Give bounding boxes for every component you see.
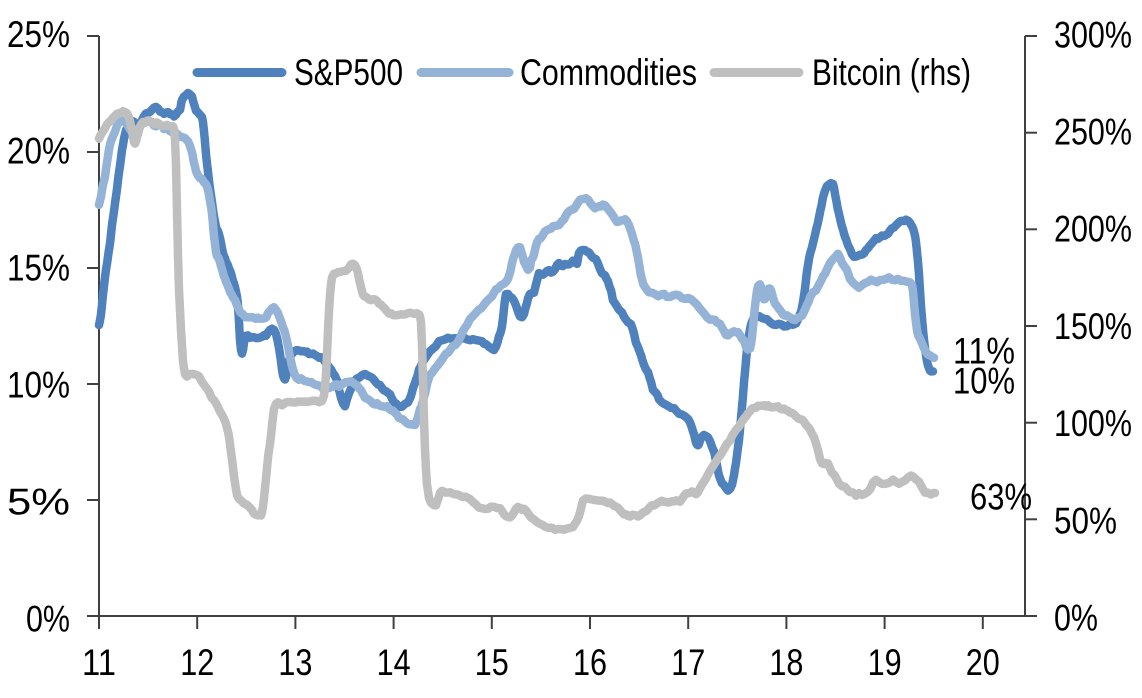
svg-text:11%: 11% [953, 331, 1015, 372]
svg-text:10%: 10% [953, 361, 1015, 402]
svg-text:12: 12 [180, 642, 214, 683]
svg-text:13: 13 [278, 642, 312, 683]
svg-text:25%: 25% [7, 14, 70, 55]
svg-text:19: 19 [868, 642, 902, 683]
svg-text:63%: 63% [970, 477, 1032, 518]
svg-text:50%: 50% [1054, 500, 1117, 541]
svg-text:0%: 0% [1054, 598, 1098, 639]
svg-text:300%: 300% [1054, 14, 1132, 55]
svg-text:150%: 150% [1054, 306, 1132, 347]
svg-text:18: 18 [769, 642, 803, 683]
svg-text:250%: 250% [1054, 112, 1132, 153]
svg-text:5%: 5% [7, 481, 70, 522]
svg-text:15%: 15% [7, 248, 70, 289]
svg-text:Bitcoin (rhs): Bitcoin (rhs) [812, 52, 971, 93]
svg-text:15: 15 [475, 642, 509, 683]
svg-text:100%: 100% [1054, 403, 1132, 444]
svg-text:20%: 20% [7, 131, 70, 172]
svg-text:11: 11 [82, 642, 116, 683]
svg-text:16: 16 [573, 642, 607, 683]
svg-text:17: 17 [671, 642, 705, 683]
svg-text:0%: 0% [26, 598, 70, 639]
svg-text:200%: 200% [1054, 209, 1132, 250]
svg-text:Commodities: Commodities [520, 52, 697, 93]
svg-text:S&P500: S&P500 [294, 52, 403, 93]
svg-text:10%: 10% [7, 365, 70, 406]
svg-text:20: 20 [966, 642, 1000, 683]
svg-text:14: 14 [377, 642, 411, 683]
